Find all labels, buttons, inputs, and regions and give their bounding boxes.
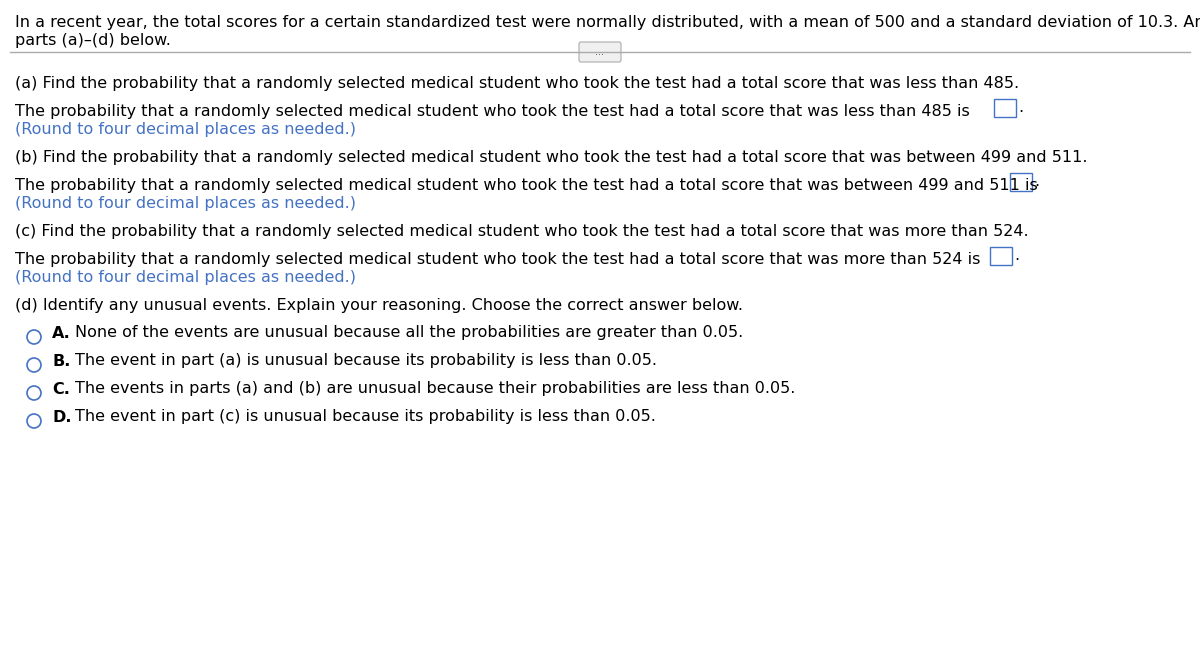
Text: parts (a)–(d) below.: parts (a)–(d) below. (14, 33, 170, 48)
Text: D.: D. (52, 409, 72, 424)
Text: The probability that a randomly selected medical student who took the test had a: The probability that a randomly selected… (14, 104, 970, 119)
Text: (Round to four decimal places as needed.): (Round to four decimal places as needed.… (14, 270, 356, 285)
Text: .: . (1014, 249, 1019, 264)
Circle shape (28, 330, 41, 344)
Text: (Round to four decimal places as needed.): (Round to four decimal places as needed.… (14, 196, 356, 211)
FancyBboxPatch shape (1010, 173, 1032, 191)
Text: (c) Find the probability that a randomly selected medical student who took the t: (c) Find the probability that a randomly… (14, 224, 1028, 239)
Text: .: . (1034, 174, 1039, 190)
Text: ...: ... (595, 47, 605, 57)
Text: The probability that a randomly selected medical student who took the test had a: The probability that a randomly selected… (14, 252, 980, 267)
Text: .: . (1018, 100, 1024, 115)
Text: (d) Identify any unusual events. Explain your reasoning. Choose the correct answ: (d) Identify any unusual events. Explain… (14, 298, 743, 313)
Text: None of the events are unusual because all the probabilities are greater than 0.: None of the events are unusual because a… (74, 325, 743, 340)
Circle shape (28, 414, 41, 428)
Text: The events in parts (a) and (b) are unusual because their probabilities are less: The events in parts (a) and (b) are unus… (74, 382, 796, 396)
Text: (b) Find the probability that a randomly selected medical student who took the t: (b) Find the probability that a randomly… (14, 150, 1087, 165)
FancyBboxPatch shape (990, 247, 1012, 265)
Text: The event in part (c) is unusual because its probability is less than 0.05.: The event in part (c) is unusual because… (74, 409, 656, 424)
FancyBboxPatch shape (994, 99, 1016, 117)
Circle shape (28, 358, 41, 372)
Text: The probability that a randomly selected medical student who took the test had a: The probability that a randomly selected… (14, 178, 1038, 193)
Text: B.: B. (52, 354, 71, 369)
Text: C.: C. (52, 382, 70, 396)
Circle shape (28, 386, 41, 400)
Text: A.: A. (52, 325, 71, 340)
Text: In a recent year, the total scores for a certain standardized test were normally: In a recent year, the total scores for a… (14, 15, 1200, 30)
Text: (Round to four decimal places as needed.): (Round to four decimal places as needed.… (14, 122, 356, 137)
FancyBboxPatch shape (580, 42, 622, 62)
Text: (a) Find the probability that a randomly selected medical student who took the t: (a) Find the probability that a randomly… (14, 76, 1019, 91)
Text: The event in part (a) is unusual because its probability is less than 0.05.: The event in part (a) is unusual because… (74, 354, 658, 369)
